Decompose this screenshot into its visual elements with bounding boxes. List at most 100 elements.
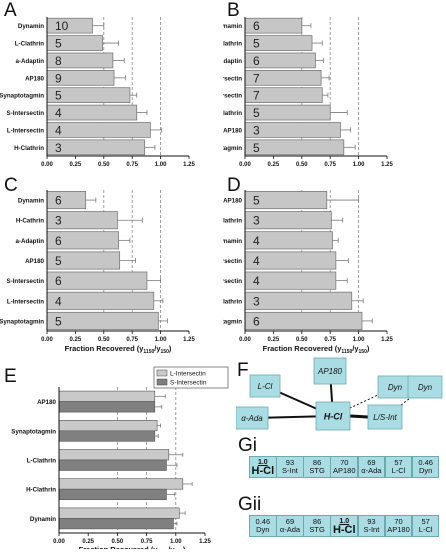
panel-letter: E	[4, 366, 17, 388]
x-tick-label: 0.75	[126, 162, 138, 168]
x-tick-label: 0.25	[268, 337, 280, 343]
category-label: L-Clathrin	[223, 110, 242, 117]
bar	[59, 420, 157, 431]
n-label: 7	[253, 89, 260, 103]
ranking-cell: 0.46 Dyn	[249, 515, 277, 537]
ranking-cell: 93 S-Int	[276, 456, 304, 478]
legend-swatch	[157, 379, 167, 385]
x-tick-label: 0.50	[98, 162, 110, 168]
panel-f: F L-Cl AP180 Dyn Dyn α-Ada L/S-Int H-Cl	[236, 355, 446, 435]
panel-letter: B	[227, 0, 240, 22]
panel-letter: A	[4, 0, 17, 22]
ranking-cell: 86 STG	[303, 456, 331, 478]
n-label: 3	[55, 141, 62, 155]
x-tick-label: 0.00	[41, 162, 53, 168]
category-label: L-Clathrin	[15, 41, 44, 48]
panel-b: B 6Dynamin5H-Clathrin6a-Adaptin7L-Inters…	[223, 0, 446, 175]
x-axis-label-part: /y	[168, 545, 175, 549]
bar	[47, 312, 158, 329]
legend-swatch	[157, 370, 167, 376]
x-tick-label: 0.00	[239, 337, 251, 343]
n-label: 6	[253, 54, 260, 68]
ranking-cell-name: α-Ada	[361, 467, 381, 475]
x-axis-label: Fraction Recovered (y1150/y150)	[263, 344, 370, 355]
ranking-cell: 1.0 H-Cl	[330, 515, 358, 537]
ranking-cell: 57 L-Cl	[412, 515, 440, 537]
n-label: 6	[55, 234, 62, 248]
panel-letter-gi: Gi	[238, 435, 257, 457]
category-label: AP180	[223, 127, 242, 134]
n-label: 5	[253, 37, 260, 51]
legend-label: L-Intersectin	[170, 371, 206, 378]
category-label: L-Intersectin	[7, 298, 44, 305]
n-label: 5	[55, 37, 62, 51]
panel-letter: F	[237, 360, 249, 382]
x-axis-label-part: )	[367, 344, 370, 353]
n-label: 10	[55, 19, 69, 33]
x-tick-label: 0.25	[268, 162, 280, 168]
x-tick-label: 0.75	[324, 162, 336, 168]
n-label: 6	[55, 194, 62, 208]
category-label: S-Intersectin	[7, 278, 45, 285]
category-label: L-Intersectin	[223, 278, 242, 285]
x-tick-label: 1.00	[353, 162, 365, 168]
n-label: 6	[253, 19, 260, 33]
bar-chart-b: 6Dynamin5H-Clathrin6a-Adaptin7L-Intersec…	[223, 0, 446, 175]
category-label: S-Intersectin	[7, 110, 45, 117]
ranking-cell-name: S-Int	[282, 467, 298, 475]
panel-letter-gii: Gii	[238, 494, 261, 516]
bar	[59, 391, 155, 402]
category-label: L-Clathrin	[223, 298, 242, 305]
category-label: Dynamin	[18, 198, 44, 205]
bar	[59, 431, 155, 442]
x-axis-label-subscript: 150	[161, 349, 170, 355]
bar	[47, 292, 154, 309]
category-label: AP180	[37, 399, 56, 406]
ranking-cell-name: AP180	[333, 467, 356, 475]
x-tick-label: 0.50	[296, 337, 308, 343]
x-tick-label: 0.00	[239, 162, 251, 168]
category-label: S-Intersectin	[223, 93, 242, 100]
category-label: Dynamin	[223, 23, 242, 30]
ranking-cell: 70 AP180	[385, 515, 413, 537]
x-axis-label-part: Fraction Recovered (y	[263, 344, 343, 353]
category-label: a-Adaptin	[15, 238, 44, 245]
protein-node-label: Dyn	[418, 383, 433, 392]
x-tick-label: 1.00	[155, 162, 167, 168]
category-label: Synaptotagmin	[223, 318, 242, 325]
protein-node-label: L-Cl	[258, 382, 273, 391]
ranking-cell: 57 L-Cl	[385, 456, 413, 478]
bar	[47, 122, 150, 137]
x-tick-label: 0.50	[98, 337, 110, 343]
ranking-cell-name: H-Cl	[333, 526, 356, 534]
n-label: 3	[253, 123, 260, 137]
x-tick-label: 0.00	[53, 539, 65, 545]
x-tick-label: 0.75	[324, 337, 336, 343]
panel-c: C 6 Dynamin 3 H-Cathrin 6 a-Adaptin 5 AP180 6 S-I…	[0, 175, 223, 355]
bar	[245, 140, 344, 155]
category-label: a-Adaptin	[15, 58, 44, 65]
n-label: 5	[55, 314, 62, 328]
category-label: Dynamin	[30, 516, 56, 523]
bar	[59, 489, 166, 500]
n-label: 6	[253, 314, 260, 328]
category-label: AP180	[223, 198, 242, 205]
n-label: 5	[253, 106, 260, 120]
ranking-cell-name: L-Cl	[419, 526, 433, 534]
ranking-cell-name: STG	[309, 526, 324, 534]
category-label: Synaptotagmin	[223, 145, 242, 152]
n-label: 4	[55, 123, 62, 137]
bar-chart-e: AP180 Synaptotagmin L-Clathrin H-Clathrin Dy…	[0, 360, 235, 549]
category-label: AP180	[25, 75, 44, 82]
category-label: H-Clathrin	[223, 41, 242, 48]
x-tick-label: 0.00	[41, 337, 53, 343]
ranking-cell: 69 α-Ada	[358, 456, 386, 478]
n-label: 6	[55, 274, 62, 288]
ranking-cell-name: STG	[309, 467, 324, 475]
category-label: AP180	[25, 258, 44, 265]
ranking-cell-name: AP180	[387, 526, 410, 534]
x-axis-label: Fraction Recovered (y1150/y150)	[65, 344, 172, 355]
n-label: 3	[253, 294, 260, 308]
bar	[47, 272, 147, 289]
x-axis-label: Fraction Recovered (y1150/y150)	[79, 545, 186, 549]
